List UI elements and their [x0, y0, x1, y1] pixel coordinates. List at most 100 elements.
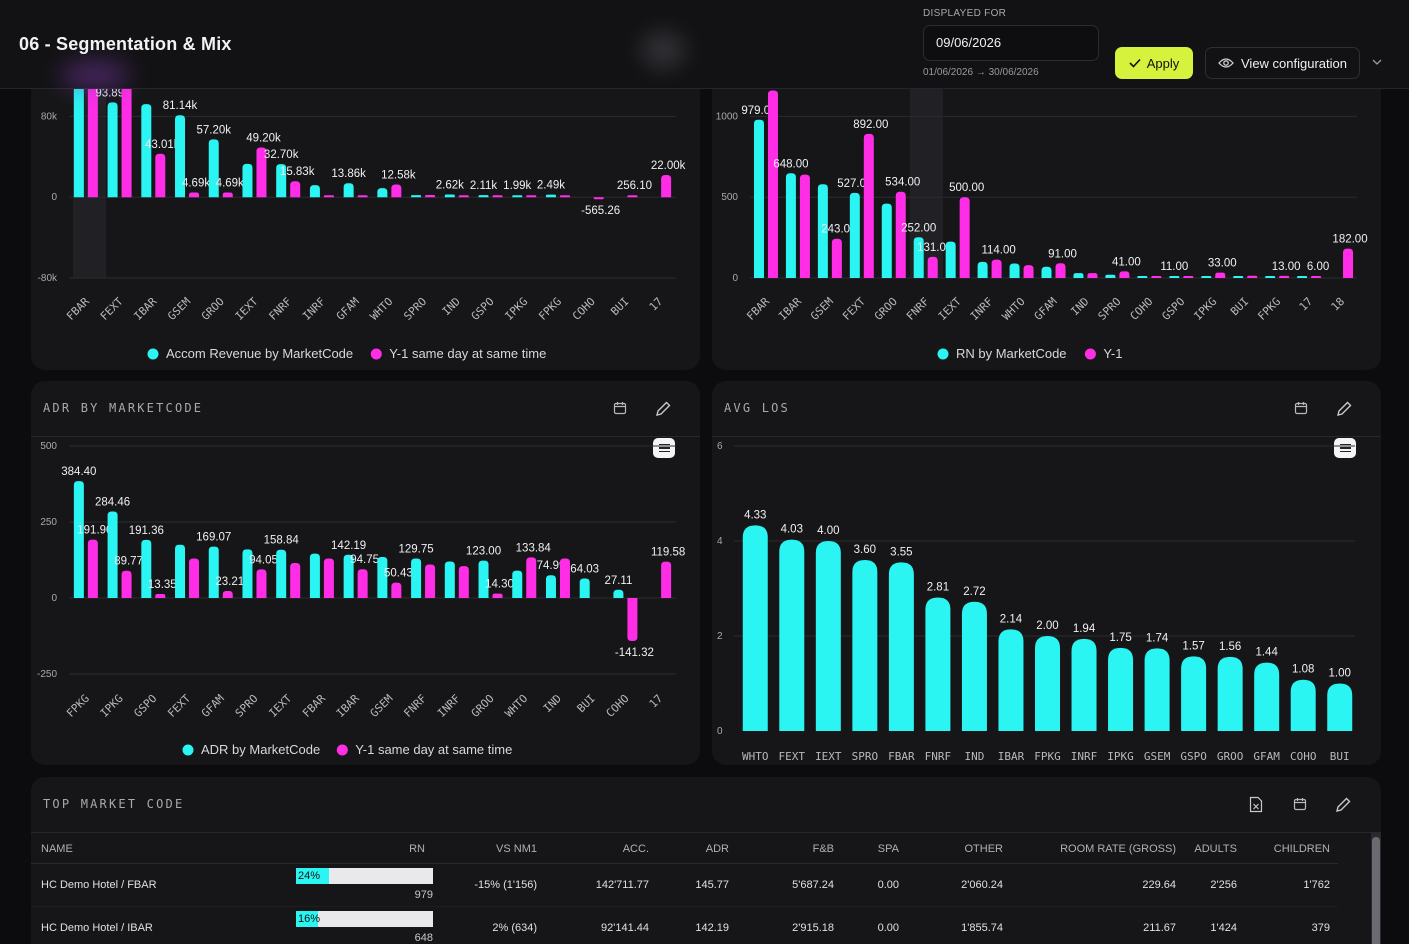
pencil-icon[interactable]: [1334, 796, 1352, 819]
bar-current: [545, 194, 556, 198]
cell-adults: 1'424: [1184, 906, 1245, 944]
data-label: 2.62k: [436, 180, 464, 192]
category-tick-label: GFAM: [334, 295, 362, 323]
category-tick-label: GFAM: [199, 692, 227, 720]
category-tick-label: GROO: [1217, 750, 1244, 763]
bar-current: [613, 589, 624, 598]
data-label: 22.00k: [651, 160, 686, 172]
bar-current: [1073, 273, 1084, 278]
chart-menu-button[interactable]: [653, 438, 675, 458]
apply-button[interactable]: Apply: [1115, 47, 1193, 79]
bar-prior-year: [627, 195, 638, 198]
data-label: 3.60: [854, 544, 876, 556]
column-header-name[interactable]: NAME: [31, 835, 296, 864]
data-label: 13.35: [148, 579, 177, 591]
date-input[interactable]: 09/06/2026: [923, 25, 1099, 61]
bar-prior-year: [799, 174, 810, 278]
chevron-down-icon[interactable]: [1372, 55, 1382, 69]
legend-swatch: [370, 348, 382, 360]
bar-prior-year: [1247, 275, 1258, 278]
category-tick-label: WHTO: [502, 692, 530, 720]
calendar-icon[interactable]: [1294, 401, 1308, 420]
legend-label: RN by MarketCode: [956, 346, 1067, 361]
y-tick-label: 4: [717, 536, 723, 547]
bar-current: [817, 184, 828, 278]
pencil-icon[interactable]: [1335, 400, 1353, 423]
data-label: 2.81: [927, 582, 949, 594]
table-row[interactable]: HC Demo Hotel / FBAR 24% 979 -15% (1'156…: [31, 863, 1338, 907]
y-tick-label: 0: [717, 726, 723, 737]
column-header-spa[interactable]: SPA: [842, 835, 907, 864]
column-header-adults[interactable]: ADULTS: [1184, 835, 1245, 864]
bar-prior-year: [323, 558, 334, 598]
data-label: 2.11k: [470, 180, 498, 192]
cell-vs-nm1: -15% (1'156): [433, 863, 545, 907]
panel-title: TOP MARKET CODE: [43, 797, 185, 811]
data-label: 23.21: [215, 576, 244, 588]
cell-name: HC Demo Hotel / FBAR: [31, 863, 296, 907]
bar-prior-year: [767, 90, 778, 278]
calendar-icon[interactable]: [1293, 797, 1307, 816]
divider: [712, 436, 1381, 437]
category-tick-label: FNRF: [401, 692, 429, 720]
data-label: 91.00: [1048, 248, 1077, 260]
data-label: 4.33: [744, 509, 766, 521]
column-header-vs-nm1[interactable]: VS NM1: [433, 835, 545, 864]
data-label: 133.84: [516, 542, 552, 554]
bar-avg-los: [1108, 647, 1134, 731]
bar-avg-los: [815, 541, 841, 731]
column-header-children[interactable]: CHILDREN: [1245, 835, 1338, 864]
chart-menu-button[interactable]: [1334, 438, 1356, 458]
data-label: 43.01k: [145, 139, 180, 151]
column-header-room-rate[interactable]: ROOM RATE (GROSS): [1011, 835, 1184, 864]
column-header-rn[interactable]: RN: [296, 835, 433, 864]
data-label: 2.14: [1000, 613, 1023, 625]
market-code-table: NAME RN VS NM1 ACC. ADR F&B SPA OTHER RO…: [31, 835, 1338, 944]
data-label: 3.55: [890, 546, 912, 558]
data-label: 191.36: [129, 525, 164, 537]
view-configuration-button[interactable]: View configuration: [1205, 47, 1360, 79]
bar-current: [377, 188, 388, 198]
bar-prior-year: [492, 195, 503, 198]
bar-prior-year: [991, 259, 1002, 278]
excel-export-icon[interactable]: [1249, 796, 1263, 818]
table-scrollbar-thumb[interactable]: [1372, 837, 1380, 944]
bar-prior-year: [155, 153, 166, 198]
date-range-text: 01/06/2026 → 30/06/2026: [923, 67, 1039, 78]
cell-other: 1'855.74: [907, 906, 1011, 944]
divider: [31, 832, 1381, 833]
column-header-fb[interactable]: F&B: [737, 835, 842, 864]
bar-avg-los: [998, 629, 1024, 731]
bar-prior-year: [559, 558, 570, 598]
rn-chart-panel: 05001000979.001.16kFBAR648.00IBAR243.00G…: [712, 40, 1381, 370]
data-label: 49.20k: [246, 133, 281, 145]
apply-label: Apply: [1146, 55, 1180, 71]
legend-label: Y-1 same day at same time: [389, 346, 546, 361]
bar-current: [478, 195, 489, 198]
y-tick-label: 0: [51, 593, 57, 604]
data-label: -565.26: [581, 205, 620, 217]
page-title: 06 - Segmentation & Mix: [19, 34, 232, 54]
category-tick-label: 18: [1329, 295, 1348, 314]
bar-current: [945, 241, 956, 278]
bar-current: [73, 53, 84, 198]
table-row[interactable]: HC Demo Hotel / IBAR 16% 648 2% (634) 92…: [31, 906, 1338, 944]
divider: [31, 436, 700, 437]
blurred-avatar: [640, 30, 686, 70]
category-tick-label: INRF: [435, 692, 463, 720]
data-label: 648.00: [773, 158, 808, 170]
cell-adr: 142.19: [657, 906, 737, 944]
bar-prior-year: [256, 569, 267, 598]
data-label: 1.99k: [503, 180, 531, 192]
pencil-icon[interactable]: [654, 400, 672, 423]
cell-acc: 142'711.77: [545, 863, 657, 907]
bar-prior-year: [661, 561, 672, 598]
column-header-other[interactable]: OTHER: [907, 835, 1011, 864]
column-header-adr[interactable]: ADR: [657, 835, 737, 864]
calendar-icon[interactable]: [613, 401, 627, 420]
data-label: 1.57: [1182, 640, 1204, 652]
category-tick-label: GSEM: [1144, 750, 1171, 763]
data-label: 14.30: [485, 579, 514, 591]
column-header-acc[interactable]: ACC.: [545, 835, 657, 864]
category-tick-label: INRF: [1071, 750, 1098, 763]
